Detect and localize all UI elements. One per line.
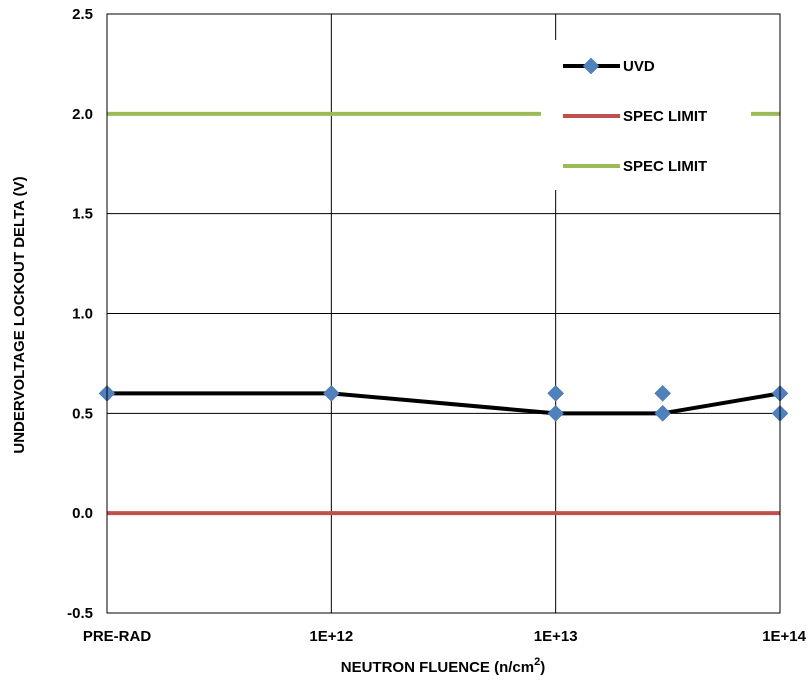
uvd-series-line (107, 391, 781, 416)
tick-label-layer: -0.5 0.0 0.5 1.0 1.5 2.0 2.5 PRE-RAD 1E+12 1E+13 1… (67, 6, 807, 645)
legend-label: UVD (623, 58, 655, 75)
y-axis-title: UNDERVOLTAGE LOCKOUT DELTA (V) (11, 176, 28, 453)
y-tick-label: 0.0 (72, 505, 93, 522)
y-tick-label: 2.0 (72, 106, 93, 123)
y-tick-label: 1.0 (72, 306, 93, 323)
y-tick-label: 1.5 (72, 206, 93, 223)
x-axis-title-suffix: ) (540, 659, 545, 676)
x-axis-title: NEUTRON FLUENCE (n/cm2) (341, 656, 545, 676)
x-tick-label: 1E+14 (762, 628, 806, 645)
y-tick-label: 2.5 (72, 6, 93, 23)
x-tick-label: PRE-RAD (83, 628, 152, 645)
legend-label: SPEC LIMIT (623, 108, 707, 125)
legend-label: SPEC LIMIT (623, 158, 707, 175)
uvd-data-point (654, 385, 672, 402)
uvd-data-point (547, 385, 565, 402)
series-layer (98, 385, 789, 422)
y-tick-label: 0.5 (72, 405, 93, 422)
uvd-data-point (654, 404, 672, 422)
x-axis-title-main: NEUTRON FLUENCE (n/cm (341, 659, 534, 676)
uvd-data-point (322, 385, 340, 402)
x-axis-title-superscript: 2 (534, 656, 540, 668)
uvd-data-point (547, 404, 565, 422)
legend-swatch-marker (582, 57, 600, 75)
legend: UVD SPEC LIMIT SPEC LIMIT (563, 57, 707, 175)
x-tick-label: 1E+12 (309, 628, 353, 645)
y-tick-label: -0.5 (67, 605, 93, 622)
x-tick-label: 1E+13 (534, 628, 578, 645)
plot-frame (106, 13, 781, 614)
